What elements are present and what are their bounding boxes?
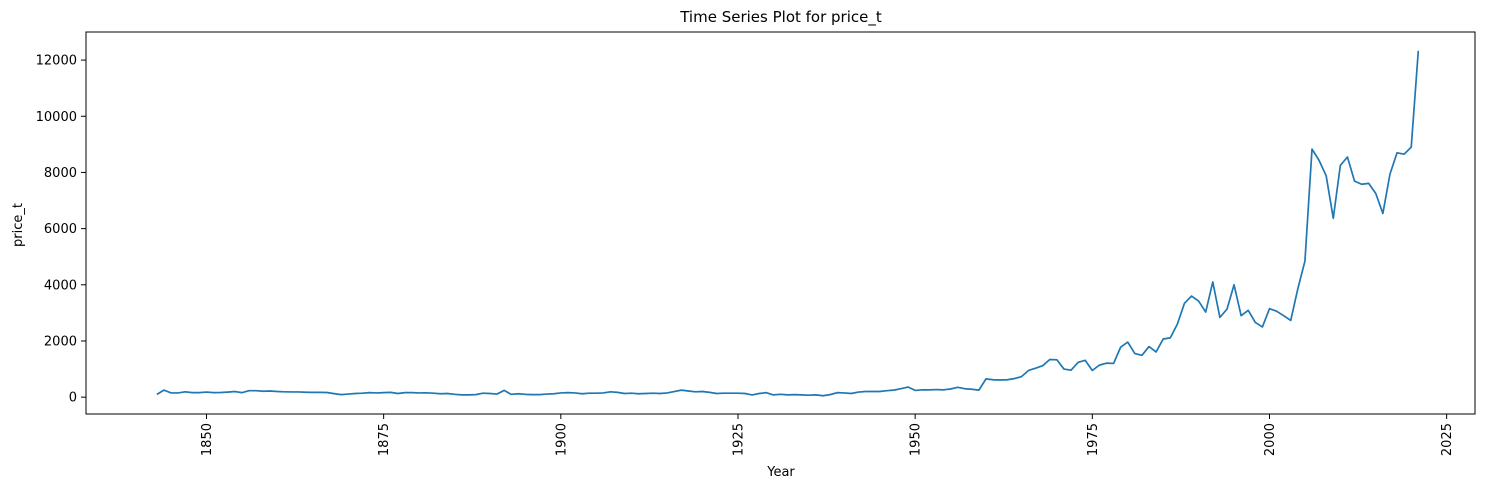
y-tick-label: 8000 xyxy=(44,166,77,181)
chart-title: Time Series Plot for price_t xyxy=(679,8,882,27)
y-tick-label: 4000 xyxy=(44,278,77,293)
y-axis: 0 2000 4000 6000 8000 10000 12000 xyxy=(36,54,86,406)
plot-area xyxy=(85,31,1476,415)
x-tick-label: 2000 xyxy=(1263,423,1278,456)
x-tick-label: 1975 xyxy=(1086,423,1101,456)
x-tick-label: 2025 xyxy=(1440,423,1455,456)
x-tick-label: 1900 xyxy=(554,423,569,456)
y-axis-title: price_t xyxy=(11,203,26,247)
y-tick-label: 2000 xyxy=(44,334,77,349)
y-tick-label: 6000 xyxy=(44,222,77,237)
price-series-line xyxy=(156,50,1420,397)
x-tick-label: 1875 xyxy=(377,423,392,456)
x-tick-label: 1925 xyxy=(731,423,746,456)
plot-frame xyxy=(85,31,1476,415)
y-tick-label: 12000 xyxy=(36,54,77,69)
y-tick-label: 10000 xyxy=(36,110,77,125)
x-tick-label: 1950 xyxy=(909,423,924,456)
x-tick-label: 1850 xyxy=(200,423,215,456)
x-axis-title: Year xyxy=(766,465,795,480)
x-axis: 1850 1875 1900 1925 1950 1975 2000 2025 xyxy=(200,414,1455,456)
y-tick-label: 0 xyxy=(69,391,77,406)
